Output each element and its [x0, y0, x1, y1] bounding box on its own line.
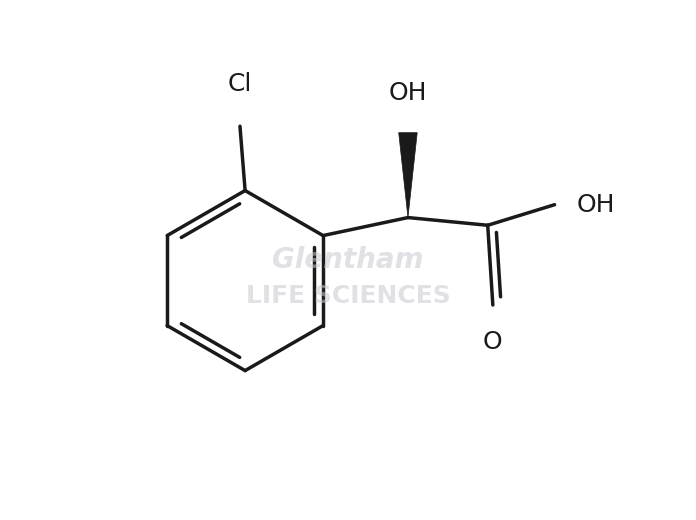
- Text: O: O: [483, 330, 503, 354]
- Text: LIFE SCIENCES: LIFE SCIENCES: [246, 284, 450, 308]
- Polygon shape: [399, 133, 417, 217]
- Text: Glentham: Glentham: [272, 246, 424, 274]
- Text: OH: OH: [388, 82, 427, 106]
- Text: Cl: Cl: [228, 72, 252, 96]
- Text: OH: OH: [576, 193, 615, 217]
